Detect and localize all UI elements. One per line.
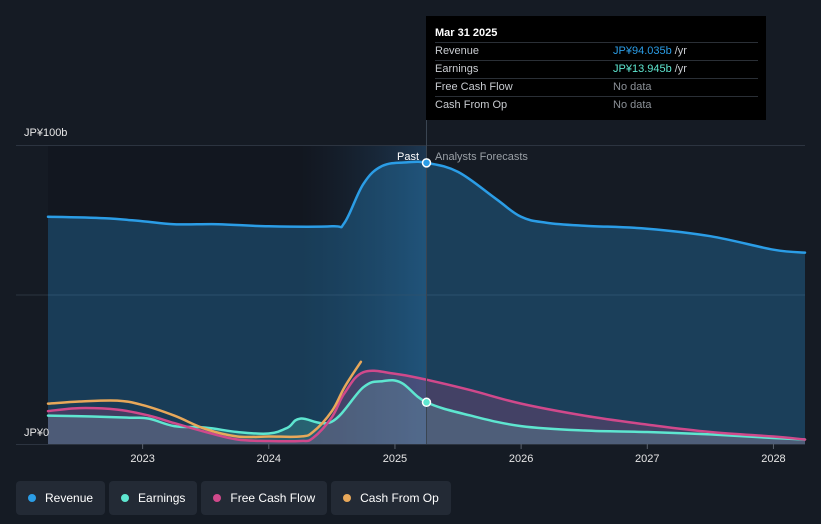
- earnings-dot-icon: [121, 494, 130, 502]
- x-tick-label: 2026: [509, 453, 533, 465]
- legend-item-revenue[interactable]: Revenue: [16, 481, 106, 515]
- tooltip-row-label: Free Cash Flow: [435, 81, 513, 93]
- legend: Revenue Earnings Free Cash Flow Cash Fro…: [16, 481, 451, 515]
- free-cash-flow-dot-icon: [213, 494, 222, 502]
- tooltip-row-earnings: Earnings JP¥13.945b /yr: [435, 60, 758, 78]
- earnings-line: [46, 378, 807, 441]
- revenue-dot-icon: [28, 494, 36, 502]
- tooltip-row-unit: /yr: [674, 63, 687, 75]
- series-lines: [46, 160, 807, 443]
- tooltip-row-value: No data: [613, 99, 652, 111]
- y-axis-label-bottom: JP¥0: [24, 427, 49, 439]
- tooltip-row-cash-from-op: Cash From Op No data: [435, 96, 758, 114]
- revenue-point: [421, 158, 432, 168]
- legend-label: Free Cash Flow: [230, 491, 316, 505]
- free-cash-flow-line: [46, 369, 807, 443]
- x-axis-ticks: 2023 2024 2025 2026 2027 2028: [130, 444, 786, 465]
- tooltip-row-label: Earnings: [435, 63, 479, 75]
- tooltip-row-free-cash-flow: Free Cash Flow No data: [435, 78, 758, 96]
- cash-from-op-dot-icon: [343, 494, 352, 502]
- legend-label: Earnings: [138, 491, 186, 505]
- x-tick-label: 2025: [383, 453, 407, 465]
- legend-item-free-cash-flow[interactable]: Free Cash Flow: [201, 481, 328, 515]
- forecast-label: Analysts Forecasts: [435, 151, 528, 163]
- series-markers: [421, 158, 432, 408]
- tooltip: Mar 31 2025 Revenue JP¥94.035b /yr Earni…: [426, 16, 766, 120]
- x-tick-label: 2027: [635, 453, 659, 465]
- cash-from-op-line: [46, 360, 363, 439]
- x-tick-label: 2023: [130, 453, 154, 465]
- revenue-line: [46, 160, 807, 254]
- grid-lines: [16, 145, 805, 445]
- tooltip-row-label: Revenue: [435, 45, 480, 57]
- tooltip-row-label: Cash From Op: [435, 99, 508, 111]
- past-label: Past: [397, 151, 419, 163]
- tooltip-row-revenue: Revenue JP¥94.035b /yr: [435, 42, 758, 60]
- tooltip-row-value: JP¥94.035b: [613, 45, 672, 57]
- y-axis-label-top: JP¥100b: [24, 127, 67, 139]
- x-tick-label: 2024: [257, 453, 281, 465]
- tooltip-row-value: JP¥13.945b: [613, 63, 672, 75]
- tooltip-row-unit: /yr: [674, 45, 687, 57]
- tooltip-row-value: No data: [613, 81, 652, 93]
- legend-label: Revenue: [45, 491, 94, 505]
- earnings-point: [421, 397, 432, 408]
- legend-label: Cash From Op: [360, 491, 439, 505]
- legend-item-cash-from-op[interactable]: Cash From Op: [331, 481, 451, 515]
- legend-item-earnings[interactable]: Earnings: [109, 481, 198, 515]
- x-tick-label: 2028: [761, 453, 785, 465]
- tooltip-date: Mar 31 2025: [435, 27, 498, 39]
